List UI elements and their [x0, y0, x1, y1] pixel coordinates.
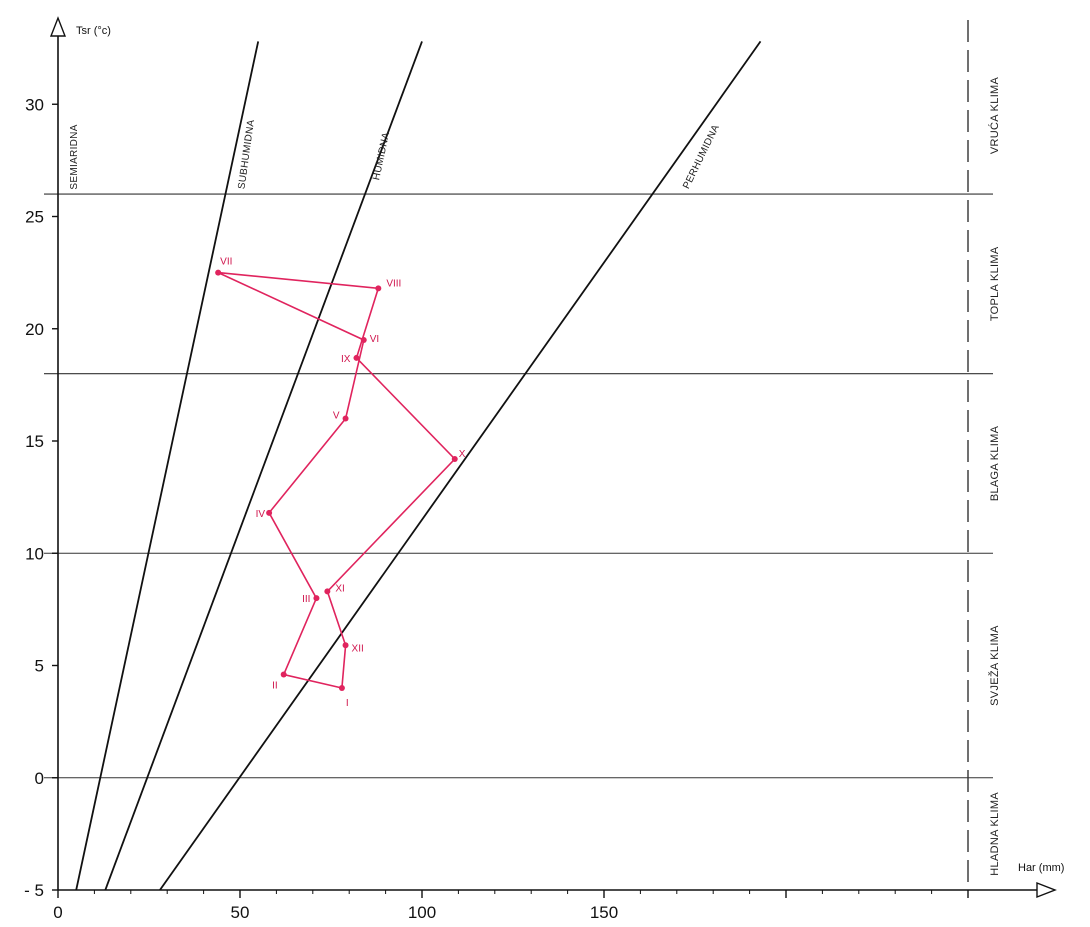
axes: Har (mm) Tsr (°c) [49, 16, 1064, 899]
humidity-zone-label: SEMIARIDNA [69, 124, 80, 189]
data-point [313, 595, 320, 602]
data-point-label: VII [220, 257, 232, 268]
temperature-lines [44, 193, 993, 779]
humidity-boundary-line [75, 41, 260, 891]
y-tick-label: 10 [25, 544, 44, 563]
x-tick-label: 100 [408, 903, 436, 922]
data-point-label: XI [335, 583, 344, 594]
climate-zone-label: TOPLA KLIMA [989, 246, 1001, 321]
climate-zone-label: BLAGA KLIMA [989, 425, 1001, 501]
data-point [451, 455, 458, 462]
data-point [338, 684, 345, 691]
series-line [217, 271, 456, 689]
data-point-label: IX [341, 354, 351, 365]
climate-zone-labels: VRUĆA KLIMA TOPLA KLIMA BLAGA KLIMA SVJEŽA … [988, 76, 1001, 875]
data-point [280, 671, 287, 678]
data-point [342, 415, 349, 422]
data-point-label: II [272, 680, 278, 691]
climate-zone-label: HLADNA KLIMA [989, 792, 1001, 876]
data-point [353, 354, 360, 361]
y-tick-label: 30 [25, 95, 44, 114]
data-point-label: I [346, 698, 349, 709]
data-point-label: III [302, 594, 310, 605]
climate-zone-label: VRUĆA KLIMA [988, 76, 1001, 154]
data-point [360, 336, 367, 343]
data-point-label: VI [370, 334, 379, 345]
data-point-label: XII [352, 643, 364, 654]
data-point-label: X [459, 449, 466, 460]
humidity-boundary-line [159, 40, 762, 891]
data-point-label: IV [256, 509, 266, 520]
humidity-zone-label: PERHUMIDNA [681, 123, 722, 191]
y-tick-label: 25 [25, 208, 44, 227]
x-tick-label: 0 [53, 903, 62, 922]
climate-zone-label: SVJEŽA KLIMA [988, 625, 1001, 706]
x-tick-label: 150 [590, 903, 618, 922]
data-point [375, 285, 382, 292]
data-point [324, 588, 331, 595]
humidity-zone-label: HUMIDNA [371, 131, 392, 181]
data-point-label: V [333, 411, 340, 422]
y-tick-label: 20 [25, 320, 44, 339]
x-axis-arrow-icon [1036, 881, 1057, 899]
data-point [266, 509, 273, 516]
y-axis-arrow-icon [49, 16, 67, 37]
humidity-zone-labels: SEMIARIDNA SUBHUMIDNA HUMIDNA PERHUMIDNA [69, 119, 722, 191]
x-axis-title: Har (mm) [1018, 862, 1064, 874]
y-axis-title: Tsr (°c) [76, 25, 111, 37]
y-tick-label: 0 [35, 769, 44, 788]
x-tick-label: 50 [231, 903, 250, 922]
axis-ticks: 0 50 100 150 - 5 0 5 10 15 20 25 30 [24, 95, 969, 922]
y-tick-label: 15 [25, 432, 44, 451]
y-tick-label: 5 [35, 657, 44, 676]
y-tick-label: - 5 [24, 881, 44, 900]
data-point [215, 269, 222, 276]
humidity-boundary-line [104, 41, 423, 891]
humidity-boundary-lines [75, 40, 762, 891]
data-point-label: VIII [386, 278, 401, 289]
data-point [342, 642, 349, 649]
